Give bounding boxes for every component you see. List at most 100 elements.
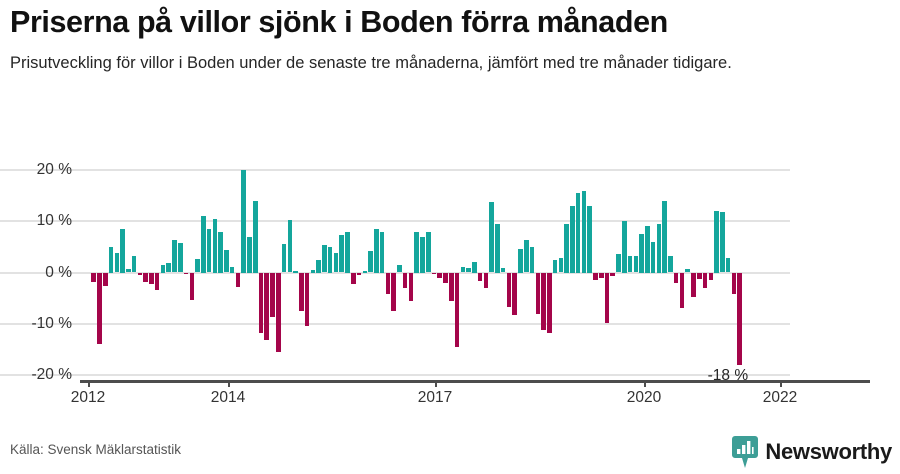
- bar: [518, 249, 523, 273]
- newsworthy-logo-text: Newsworthy: [765, 439, 892, 464]
- bar: [431, 272, 437, 275]
- bar: [610, 272, 616, 276]
- bar: [241, 170, 246, 273]
- bar: [725, 258, 731, 273]
- bar: [466, 267, 471, 273]
- bar: [212, 218, 218, 273]
- bar: [535, 272, 541, 314]
- page-subtitle: Prisutveckling för villor i Boden under …: [10, 53, 732, 72]
- bar: [495, 223, 500, 273]
- bar: [172, 240, 177, 273]
- x-axis-line: [80, 380, 870, 383]
- bar: [333, 252, 339, 273]
- bar: [627, 256, 633, 273]
- bar: [120, 228, 125, 273]
- bar: [166, 262, 171, 273]
- newsworthy-logo: Newsworthy: [732, 435, 892, 469]
- bar: [489, 201, 494, 273]
- bar: [702, 272, 708, 288]
- bar: [558, 258, 564, 273]
- x-axis-tick: [435, 380, 437, 387]
- bar: [483, 272, 489, 288]
- gridline-10: [0, 220, 790, 223]
- chart-canvas: 20 % 10 % 0 % -10 % -20 %: [0, 155, 900, 405]
- bar: [264, 272, 270, 341]
- bar: [587, 205, 592, 273]
- bar: [293, 270, 298, 273]
- x-axis-tick: [644, 380, 646, 387]
- x-axis-tick-label: 2022: [762, 389, 798, 406]
- bar: [397, 265, 402, 273]
- newsworthy-pin-barchart-icon: [732, 436, 759, 468]
- bar: [552, 259, 558, 273]
- bar: [720, 211, 725, 273]
- bar: [310, 269, 316, 273]
- bar: [206, 229, 212, 273]
- bar: [143, 272, 148, 283]
- bar: [281, 243, 287, 273]
- bar: [224, 249, 229, 273]
- bar: [276, 272, 281, 352]
- bar: [322, 245, 327, 273]
- bar: [385, 272, 391, 294]
- bar: [258, 272, 264, 333]
- bar: [368, 251, 373, 273]
- bar: [714, 211, 719, 273]
- bar: [137, 272, 143, 275]
- bar: [604, 272, 610, 323]
- bar: [149, 272, 154, 284]
- bar: [339, 235, 344, 273]
- bar: [737, 272, 742, 365]
- x-axis-tick-label: 2020: [626, 389, 662, 406]
- x-axis-tick-label: 2012: [70, 389, 106, 406]
- y-axis-tick-label: 10 %: [36, 212, 72, 230]
- bar: [252, 200, 258, 273]
- gridline--10: [0, 322, 790, 325]
- bar: [374, 228, 379, 273]
- x-axis-tick: [88, 380, 90, 387]
- bar: [154, 272, 160, 290]
- bar: [97, 272, 102, 345]
- bar: [160, 264, 166, 273]
- x-axis-tick-label: 2017: [417, 389, 453, 406]
- bar: [408, 272, 414, 302]
- bar: [316, 259, 321, 273]
- bar: [195, 258, 200, 273]
- bar: [506, 272, 512, 308]
- bar: [598, 272, 604, 279]
- bar: [201, 216, 206, 273]
- y-axis-tick-label: 0 %: [45, 263, 72, 281]
- bar: [327, 246, 333, 273]
- bar: [454, 272, 460, 347]
- bar: [362, 271, 368, 274]
- source-note: Källa: Svensk Mäklarstatistik: [10, 442, 182, 457]
- bar: [541, 272, 546, 330]
- bar: [247, 236, 252, 273]
- bar: [708, 272, 714, 280]
- bar: [662, 200, 667, 273]
- bar: [477, 272, 483, 281]
- bar: [425, 232, 431, 273]
- bar: [645, 226, 650, 273]
- bar: [639, 234, 644, 273]
- bar: [356, 272, 362, 276]
- bar: [270, 272, 275, 317]
- bar: [437, 272, 443, 278]
- bar: [299, 272, 304, 312]
- last-value-annotation: -18 %: [707, 366, 749, 384]
- bar: [443, 272, 448, 284]
- bar: [633, 256, 639, 273]
- bar: [126, 268, 131, 273]
- y-axis-tick-label: -10 %: [31, 314, 73, 332]
- bar: [616, 254, 621, 273]
- bar: [91, 272, 97, 282]
- bar: [183, 272, 189, 275]
- bar: [668, 256, 673, 273]
- bar: [500, 268, 506, 273]
- gridline--20: [0, 374, 790, 376]
- bar: [420, 236, 425, 273]
- bar: [177, 242, 183, 273]
- bar: [570, 205, 575, 273]
- bar: [287, 220, 293, 273]
